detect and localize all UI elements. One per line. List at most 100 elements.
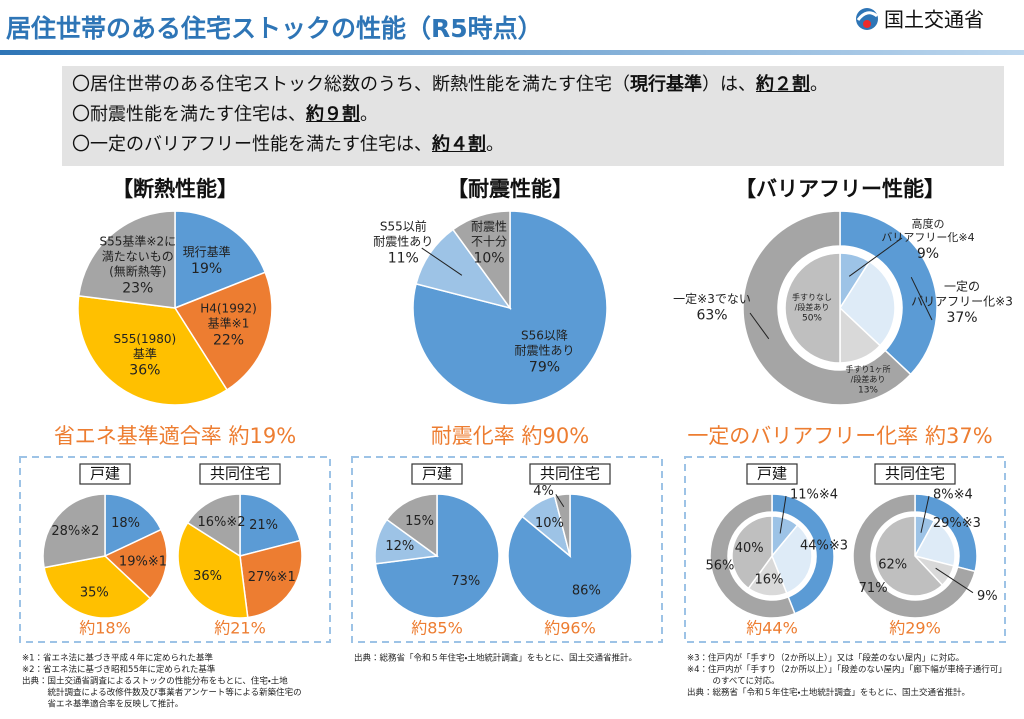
data-label: バリアフリー化※4: [881, 231, 974, 244]
data-label: 37%: [946, 310, 977, 326]
footnote: ※3：住戸内が「手すり（2か所以上）」又は「段差のない屋内」に対応。: [687, 653, 964, 664]
pie-slice: [451, 210, 511, 311]
footnote: 出典：国土交通省調査によるストックの性能分布をもとに、住宅・土地: [22, 676, 288, 687]
leader-line: [910, 276, 933, 321]
pie-slice: [104, 493, 163, 558]
data-label: 一定※3でない: [673, 292, 751, 306]
summary-text: 〇居住世帯のある住宅ストック総数のうち、断熱性能を満たす住宅（: [72, 74, 630, 95]
summary-text: 。: [486, 134, 504, 155]
leader-line: [749, 312, 770, 340]
pie-slice: [103, 528, 168, 600]
pie-slice: [731, 515, 773, 590]
footnote: 統計調査による改修件数及び事業者アンケート等による新築住宅の: [22, 687, 302, 698]
sub-title-box: [746, 463, 798, 485]
leader-line: [848, 237, 903, 277]
page-title: 居住世帯のある住宅ストックの性能（R5時点）: [6, 14, 543, 43]
data-label: 11%: [388, 250, 419, 266]
sub-rate: 約29%: [889, 619, 941, 638]
sub-title: 共同住宅: [885, 465, 945, 483]
section-title: 【耐震性能】: [447, 177, 573, 201]
data-label: /段差あり: [795, 302, 830, 312]
data-label: 耐震性あり: [373, 235, 433, 249]
data-label: 基準※1: [208, 316, 250, 331]
data-label: 13%: [858, 386, 878, 396]
footnote: のすべてに対応。: [687, 676, 780, 687]
data-label: 耐震性: [471, 220, 507, 234]
logo: [856, 8, 878, 30]
data-label: 15%: [405, 514, 434, 529]
data-label: 40%: [735, 541, 764, 556]
summary-line: 〇耐震性能を満たす住宅は、約９割。: [72, 100, 994, 130]
sub-title: 共同住宅: [540, 465, 600, 483]
summary-text: ）は、: [702, 74, 756, 95]
sub-rate: 約85%: [411, 619, 463, 638]
pie-slice: [553, 493, 571, 557]
summary-emphasis: 約４割: [432, 134, 486, 155]
data-label: 73%: [451, 574, 480, 589]
sub-rate: 約44%: [746, 619, 798, 638]
pie-slice: [742, 210, 912, 406]
sub-title: 共同住宅: [210, 465, 270, 483]
data-label: 一定の: [944, 279, 980, 293]
footnote: ※1：省エネ法に基づき平成４年に定められた基準: [22, 653, 214, 664]
data-label: 10%: [473, 250, 504, 266]
summary-line: 〇一定のバリアフリー性能を満たす住宅は、約４割。: [72, 130, 994, 160]
sub-title-box: [79, 463, 131, 485]
dashed-frame: [351, 456, 663, 643]
pie-slice: [709, 493, 796, 619]
sub-title-box: [874, 463, 956, 485]
pie-slice: [43, 555, 152, 619]
pie-slice: [852, 493, 976, 619]
data-label: 9%: [917, 246, 939, 262]
pie-slice: [42, 493, 106, 569]
data-label: バリアフリー化※3: [911, 294, 1013, 308]
pie-slice: [839, 260, 896, 347]
data-label: 29%※3: [933, 516, 981, 531]
sub-title: 戸建: [757, 465, 787, 483]
summary-text: 。: [810, 74, 828, 95]
data-label: 耐震性あり: [514, 344, 574, 358]
data-label: 12%: [385, 539, 414, 554]
footnote: 出典：総務省「令和５年住宅・土地統計調査」をもとに、国土交通省推計。: [687, 687, 970, 698]
pie-slice: [784, 252, 841, 364]
data-label: 36%: [129, 363, 160, 379]
data-label: 10%: [535, 516, 564, 531]
data-label: 手すり1ヶ所: [845, 364, 890, 374]
rate-title: 一定のバリアフリー化率 約37%: [687, 424, 992, 448]
data-label: 27%※1: [248, 570, 296, 585]
pie-slice: [874, 515, 944, 597]
data-label: 4%: [533, 484, 554, 499]
pie-slice: [412, 210, 608, 406]
data-label: 79%: [529, 359, 560, 375]
footnote: ※2：省エネ法に基づき昭和55年に定められた基準: [22, 664, 216, 675]
data-label: 35%: [80, 585, 109, 600]
data-label: 高度の: [912, 216, 945, 230]
summary-text: 〇一定のバリアフリー性能を満たす住宅は、: [72, 134, 432, 155]
data-label: S55以前: [380, 219, 427, 234]
data-label: 86%: [572, 583, 601, 598]
pie-slice: [173, 271, 273, 391]
data-label: 21%: [249, 518, 278, 533]
pie-slice: [186, 493, 241, 558]
pie-slice: [239, 493, 301, 557]
data-label: 56%: [705, 558, 734, 573]
data-label: S56以降: [521, 329, 568, 343]
sub-title-box: [411, 463, 463, 485]
pie-slice: [174, 210, 267, 310]
sub-title-box: [199, 463, 281, 485]
header-rule: [0, 50, 1024, 55]
pie-slice: [77, 210, 176, 309]
pie-slice: [239, 539, 303, 619]
summary-box: 〇居住世帯のある住宅ストック総数のうち、断熱性能を満たす住宅（現行基準）は、約２…: [62, 66, 1004, 166]
sub-rate: 約18%: [79, 619, 131, 638]
data-label: (無断熱等): [109, 264, 166, 279]
sub-title-box: [529, 463, 611, 485]
data-label: 22%: [213, 332, 244, 348]
pie-slice: [771, 524, 813, 595]
sub-rate: 約96%: [544, 619, 596, 638]
data-label: /段差あり: [851, 374, 886, 384]
data-label: 現行基準: [183, 244, 231, 259]
pie-slice: [385, 493, 438, 558]
leader-line: [779, 495, 787, 534]
